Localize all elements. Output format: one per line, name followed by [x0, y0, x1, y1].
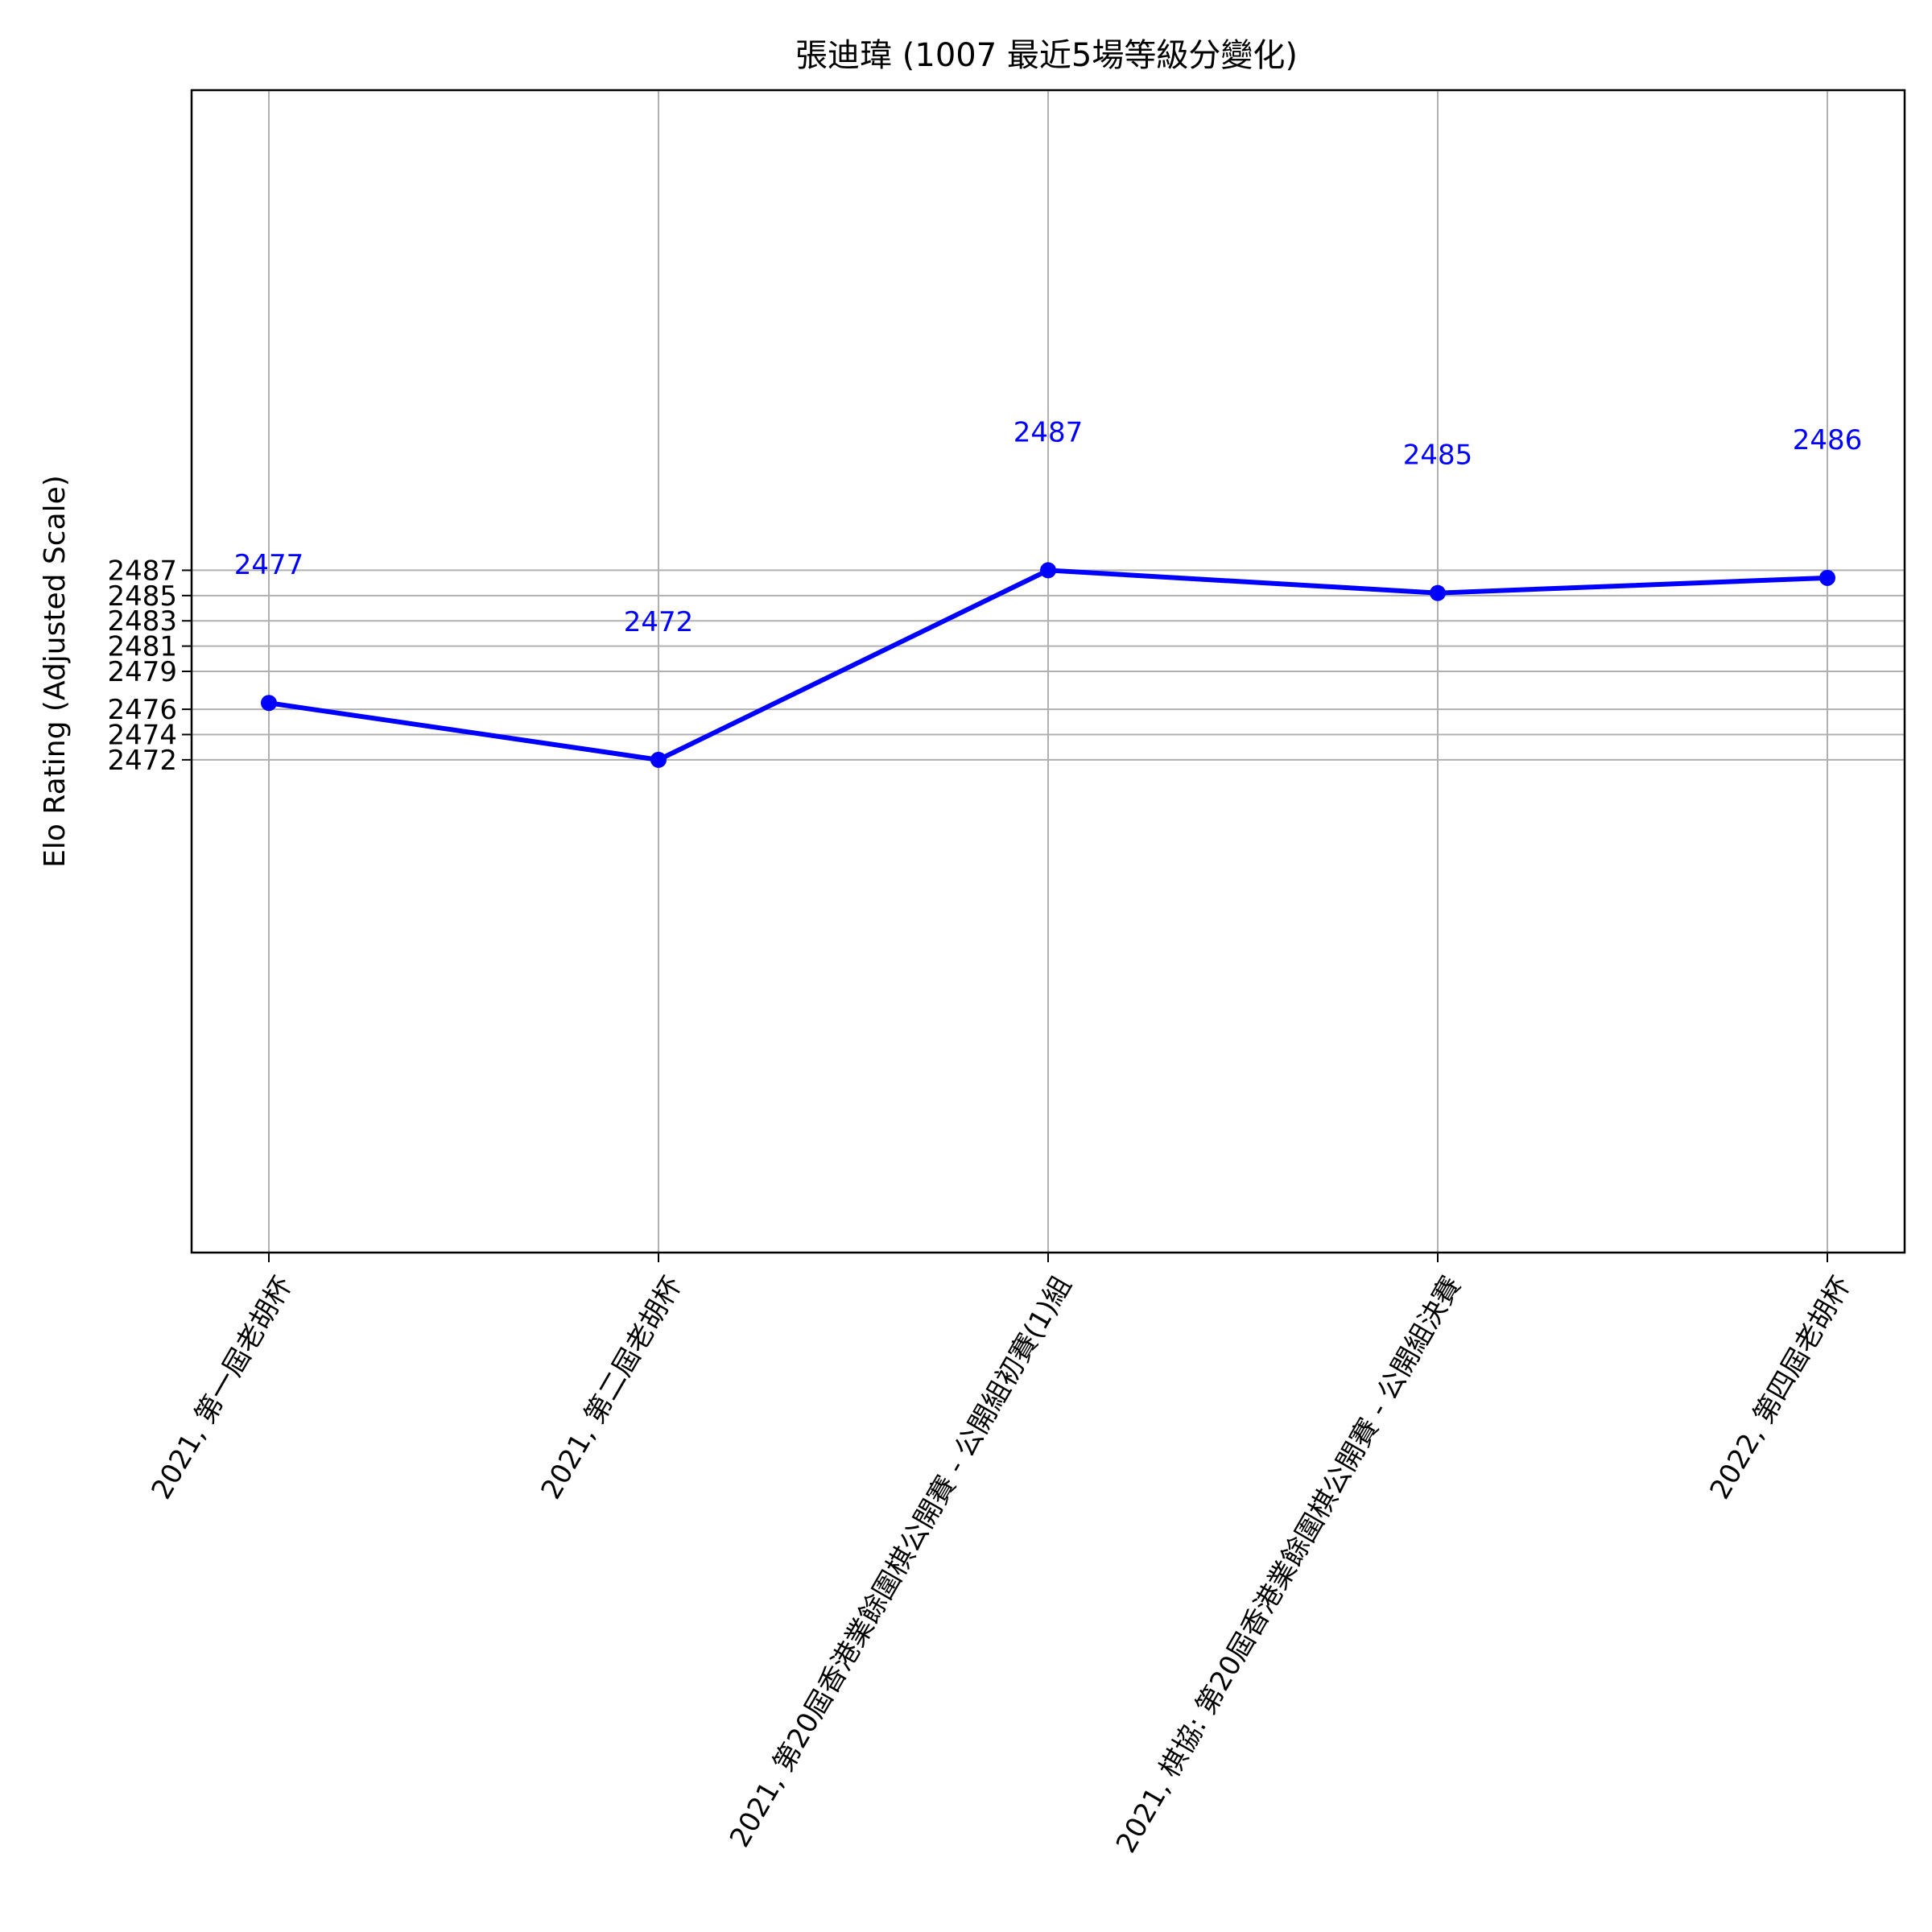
- data-point: [1040, 562, 1056, 579]
- data-label: 2477: [234, 549, 304, 581]
- data-point: [1819, 569, 1835, 586]
- data-label: 2485: [1403, 440, 1473, 472]
- y-tick-label: 2483: [107, 605, 177, 638]
- data-label-layer: 2477 2472 2487 2485 2486: [234, 416, 1863, 638]
- y-axis-label: Elo Rating (Adjusted Scale): [39, 475, 72, 868]
- y-tick-label: 2479: [107, 656, 177, 688]
- data-point: [1430, 584, 1446, 601]
- data-point: [650, 751, 667, 768]
- y-tick-label: 2474: [107, 719, 177, 751]
- plot-frame: [190, 89, 1906, 1254]
- data-label: 2487: [1013, 416, 1084, 448]
- data-point: [261, 695, 277, 712]
- y-tick-label: 2487: [107, 555, 177, 587]
- y-tick-label: 2481: [107, 631, 177, 663]
- y-tick-label: 2476: [107, 694, 177, 726]
- series-layer: [261, 562, 1835, 768]
- data-label: 2486: [1793, 424, 1863, 456]
- y-tick-label: 2472: [107, 745, 177, 777]
- chart-title: 張迪瑋 (1007 最近5場等級分變化): [795, 37, 1298, 74]
- data-label: 2472: [624, 606, 694, 638]
- y-tick-label: 2485: [107, 580, 177, 613]
